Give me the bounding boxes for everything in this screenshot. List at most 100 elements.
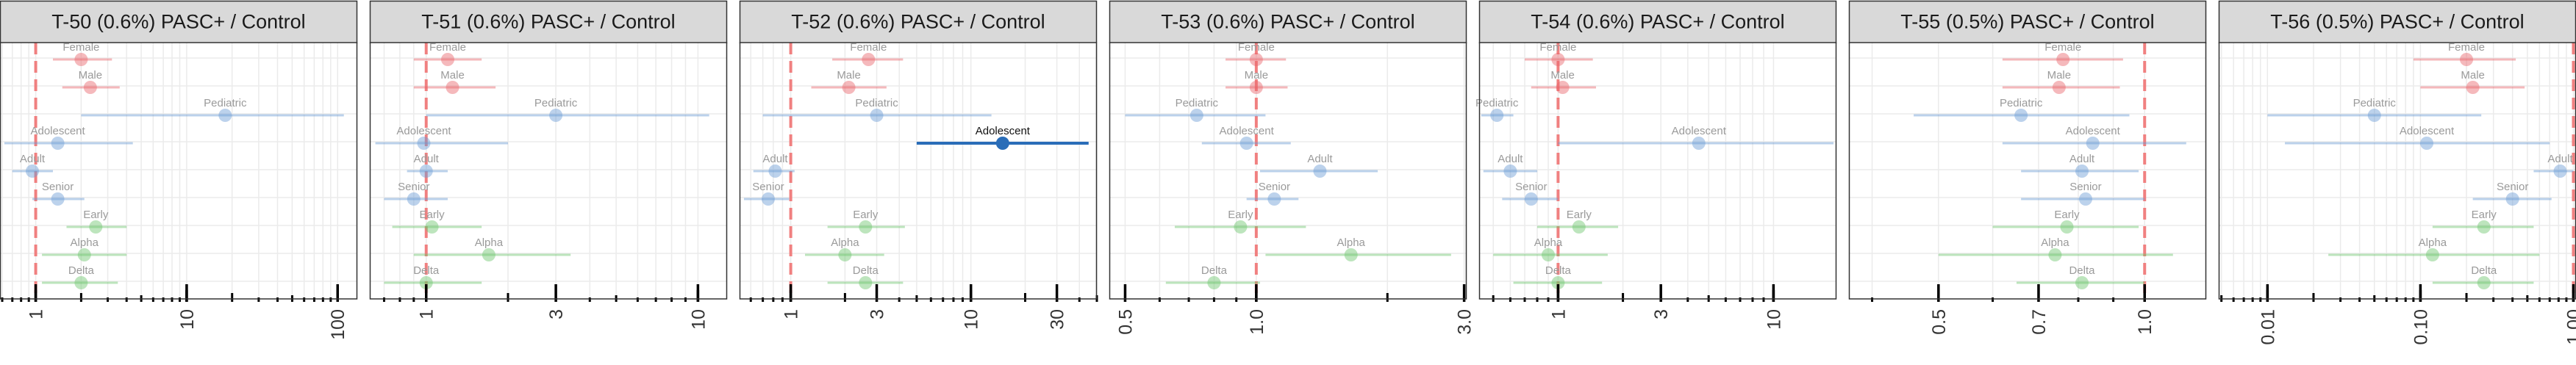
x-tick-label: 1: [781, 309, 802, 319]
x-tick-label: 1: [1548, 309, 1569, 319]
estimate-point-adult: [419, 165, 433, 178]
estimate-point-pediatric: [1490, 109, 1504, 122]
x-tick-label: 3: [546, 309, 567, 319]
estimate-point-adolescent: [995, 137, 1009, 150]
point-label: Alpha: [831, 236, 859, 249]
x-tick-label: 1.0: [2135, 309, 2155, 335]
panel-background: [740, 43, 1097, 299]
estimate-point-delta: [419, 276, 433, 289]
estimate-point-adult: [1313, 165, 1327, 178]
estimate-point-delta: [2075, 276, 2089, 289]
x-tick-label: 10: [177, 309, 198, 330]
point-label: Male: [440, 69, 465, 82]
estimate-point-early: [89, 220, 103, 234]
point-label: Pediatric: [2000, 97, 2043, 109]
point-label: Female: [2044, 41, 2081, 54]
facet-title: T-54 (0.6%) PASC+ / Control: [1531, 11, 1784, 33]
estimate-point-delta: [1551, 276, 1565, 289]
point-label: Delta: [1201, 264, 1228, 277]
estimate-point-adult: [26, 165, 40, 178]
panel-t-55: T-55 (0.5%) PASC+ / Control Female Male Ped…: [1848, 0, 2207, 335]
estimate-point-female: [2460, 53, 2474, 66]
estimate-point-male: [1556, 81, 1570, 94]
estimate-point-female: [1249, 53, 1263, 66]
panel-border: [369, 42, 728, 300]
panel-background: [0, 43, 357, 299]
estimate-point-early: [1572, 220, 1586, 234]
estimate-point-delta: [859, 276, 873, 289]
point-label: Adult: [1307, 153, 1333, 165]
estimate-point-alpha: [1344, 248, 1358, 261]
panel-border: [1109, 42, 1467, 300]
estimate-point-male: [2466, 81, 2480, 94]
estimate-point-alpha: [2048, 248, 2062, 261]
point-label: Senior: [42, 181, 74, 193]
point-label: Female: [1539, 41, 1576, 54]
panel-t-56: T-56 (0.5%) PASC+ / Control Female Male Ped…: [2218, 0, 2576, 345]
panel-border: [1848, 42, 2207, 300]
x-tick-label: 1: [26, 309, 47, 319]
x-tick-label: 3: [1651, 309, 1672, 319]
estimate-point-adolescent: [51, 137, 65, 150]
panel-t-50: T-50 (0.6%) PASC+ / Control Female Male Ped…: [0, 0, 358, 340]
estimate-point-senior: [407, 192, 421, 206]
estimate-point-adolescent: [1239, 137, 1253, 150]
x-tick-label: 10: [1764, 309, 1784, 330]
panel-t-51: T-51 (0.6%) PASC+ / Control Female Male Ped…: [369, 0, 728, 330]
panel-border: [1478, 42, 1837, 300]
point-label: Early: [1567, 209, 1592, 221]
point-label: Senior: [2069, 181, 2101, 193]
estimate-point-adult: [1503, 165, 1517, 178]
point-label: Male: [1245, 69, 1269, 82]
estimate-point-adult: [2075, 165, 2089, 178]
point-label: Delta: [853, 264, 879, 277]
point-label: Pediatric: [1176, 97, 1219, 109]
point-label: Adult: [2547, 153, 2573, 165]
facet-title: T-50 (0.6%) PASC+ / Control: [51, 11, 305, 33]
point-label: Alpha: [71, 236, 99, 249]
estimate-point-male: [2052, 81, 2066, 94]
estimate-point-early: [2060, 220, 2074, 234]
point-label: Delta: [1545, 264, 1572, 277]
estimate-point-pediatric: [549, 109, 563, 122]
estimate-point-senior: [2078, 192, 2092, 206]
facet-strip: [1109, 0, 1467, 44]
point-label: Senior: [1259, 181, 1290, 193]
estimate-point-early: [425, 220, 439, 234]
point-label: Male: [837, 69, 861, 82]
estimate-point-male: [83, 81, 97, 94]
point-label: Pediatric: [855, 97, 898, 109]
panel-background: [1849, 43, 2206, 299]
point-label: Adolescent: [2066, 125, 2121, 137]
estimate-point-female: [74, 53, 88, 66]
estimate-point-pediatric: [870, 109, 884, 122]
estimate-point-alpha: [482, 248, 495, 261]
facet-strip: [1478, 0, 1837, 44]
point-label: Early: [1228, 209, 1253, 221]
panel-background: [1479, 43, 1836, 299]
estimate-point-senior: [1267, 192, 1281, 206]
point-label: Female: [429, 41, 466, 54]
x-tick-label: 0.10: [2411, 309, 2431, 345]
estimate-point-pediatric: [2014, 109, 2028, 122]
point-label: Alpha: [2041, 236, 2069, 249]
point-label: Pediatric: [1475, 97, 1519, 109]
point-label: Delta: [413, 264, 440, 277]
estimate-point-male: [842, 81, 856, 94]
estimate-point-senior: [1524, 192, 1538, 206]
estimate-point-pediatric: [2367, 109, 2381, 122]
estimate-point-adult: [768, 165, 782, 178]
estimate-point-early: [859, 220, 873, 234]
estimate-point-senior: [51, 192, 65, 206]
facet-strip: [0, 0, 358, 44]
point-label: Delta: [68, 264, 95, 277]
estimate-point-adolescent: [1692, 137, 1706, 150]
point-label: Adult: [2069, 153, 2095, 165]
estimate-point-adolescent: [2086, 137, 2100, 150]
estimate-point-alpha: [838, 248, 852, 261]
point-label: Alpha: [475, 236, 504, 249]
x-tick-label: 0.5: [1115, 309, 1136, 335]
estimate-point-female: [1551, 53, 1565, 66]
point-label: Adult: [414, 153, 440, 165]
